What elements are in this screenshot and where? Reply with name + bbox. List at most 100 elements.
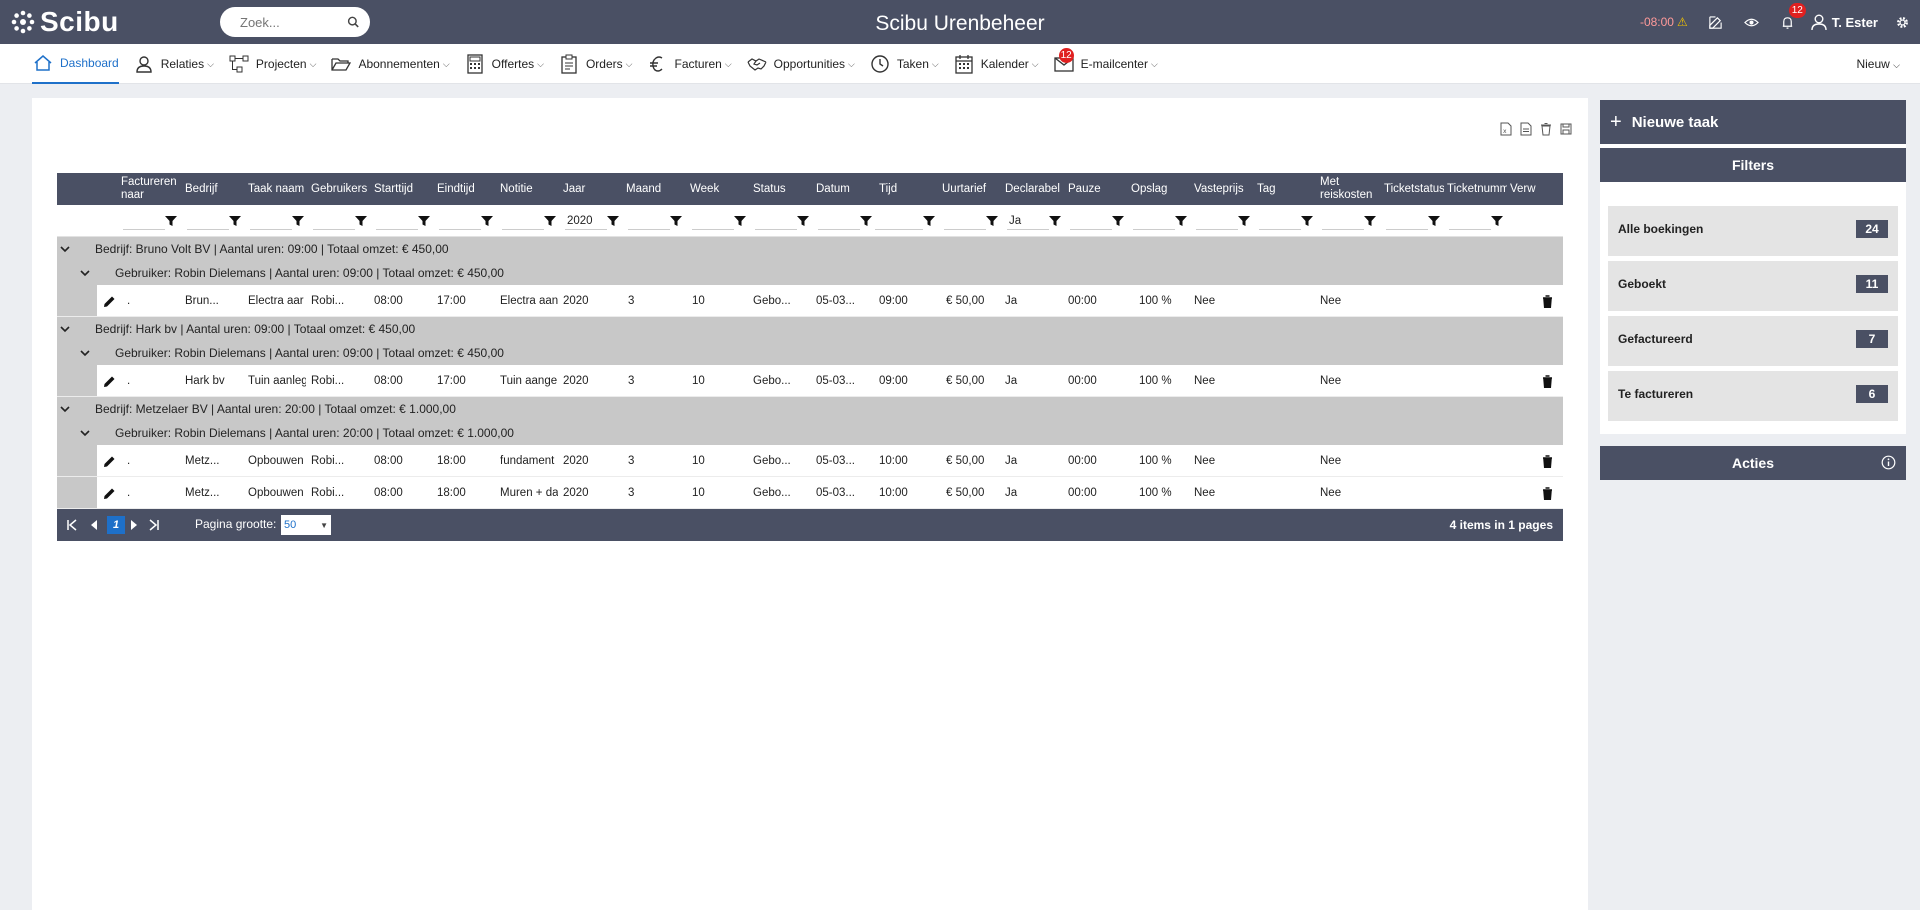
nav-item-taken[interactable]: Taken ⌵	[869, 44, 939, 84]
filter-value-input[interactable]: Ja	[1007, 212, 1049, 230]
group-row-user[interactable]: Gebruiker: Robin Dielemans | Aantal uren…	[57, 421, 1563, 445]
nav-item-e-mailcenter[interactable]: 12 E-mailcenter ⌵	[1053, 44, 1158, 84]
filter-icon[interactable]	[1301, 215, 1313, 227]
column-header-tijd[interactable]: Tijd	[879, 182, 898, 195]
filter-value-input[interactable]	[376, 212, 418, 230]
edit-icon[interactable]	[1698, 0, 1734, 44]
column-header-starttijd[interactable]: Starttijd	[374, 182, 413, 195]
filter-item-gefactureerd[interactable]: Gefactureerd 7	[1608, 316, 1898, 366]
chevron-down-icon[interactable]	[79, 347, 91, 359]
column-header-status[interactable]: Status	[753, 182, 786, 195]
filter-value-input[interactable]	[502, 212, 544, 230]
filter-icon[interactable]	[797, 215, 809, 227]
trash-icon[interactable]	[1541, 445, 1554, 477]
filter-icon[interactable]	[229, 215, 241, 227]
trash-icon[interactable]	[1541, 365, 1554, 397]
filter-value-input[interactable]	[123, 212, 165, 230]
filter-icon[interactable]	[165, 215, 177, 227]
column-header-factureren-naar[interactable]: Factureren naar	[121, 176, 177, 201]
trash-icon[interactable]	[1541, 477, 1554, 509]
export-pdf-icon[interactable]	[1520, 122, 1534, 136]
filter-icon[interactable]	[1364, 215, 1376, 227]
filter-icon[interactable]	[1112, 215, 1124, 227]
acties-header[interactable]: Acties	[1600, 446, 1906, 480]
filter-item-geboekt[interactable]: Geboekt 11	[1608, 261, 1898, 311]
column-header-bedrijf[interactable]: Bedrijf	[185, 182, 218, 195]
filter-icon[interactable]	[986, 215, 998, 227]
table-row[interactable]: . Metz... Opbouwen Robi... 08:00 18:00 Muren +…	[57, 477, 1563, 509]
new-menu[interactable]: Nieuw ⌵	[1856, 57, 1900, 71]
chevron-down-icon[interactable]	[59, 403, 71, 415]
filter-value-input[interactable]	[1196, 212, 1238, 230]
column-header-pauze[interactable]: Pauze	[1068, 182, 1101, 195]
filter-value-input[interactable]	[1133, 212, 1175, 230]
group-row-user[interactable]: Gebruiker: Robin Dielemans | Aantal uren…	[57, 261, 1563, 285]
filter-value-input[interactable]	[944, 212, 986, 230]
column-header-ticketstatus[interactable]: Ticketstatus	[1384, 182, 1444, 195]
filter-icon[interactable]	[355, 215, 367, 227]
filter-value-input[interactable]	[875, 212, 923, 230]
filter-value-input[interactable]	[439, 212, 481, 230]
filter-value-input[interactable]	[250, 212, 292, 230]
filter-value-input[interactable]	[1449, 212, 1491, 230]
filter-value-input[interactable]	[187, 212, 229, 230]
filter-icon[interactable]	[607, 215, 619, 227]
column-header-taak-naam[interactable]: Taak naam	[248, 182, 305, 195]
search-icon[interactable]	[347, 15, 360, 29]
page-size-select[interactable]: 50 ▼	[281, 515, 331, 535]
column-header-verw[interactable]: Verw	[1510, 182, 1536, 195]
pencil-icon[interactable]	[103, 285, 116, 317]
group-row-company[interactable]: Bedrijf: Metzelaer BV | Aantal uren: 20:…	[57, 397, 1563, 421]
filter-icon[interactable]	[544, 215, 556, 227]
table-row[interactable]: . Hark bv Tuin aanleg Robi... 08:00 17:00 Tuin…	[57, 365, 1563, 397]
filter-item-alle-boekingen[interactable]: Alle boekingen 24	[1608, 206, 1898, 256]
column-header-opslag[interactable]: Opslag	[1131, 182, 1168, 195]
filter-icon[interactable]	[734, 215, 746, 227]
filter-value-input[interactable]	[628, 212, 670, 230]
column-header-tag[interactable]: Tag	[1257, 182, 1276, 195]
filter-value-input[interactable]	[818, 212, 860, 230]
chevron-down-icon[interactable]	[59, 323, 71, 335]
chevron-down-icon[interactable]	[59, 243, 71, 255]
logo[interactable]: Scibu	[10, 6, 119, 38]
nav-item-facturen[interactable]: Facturen ⌵	[646, 44, 732, 84]
filter-value-input[interactable]	[1070, 212, 1112, 230]
first-page-icon[interactable]	[65, 517, 79, 533]
filter-icon[interactable]	[1428, 215, 1440, 227]
table-row[interactable]: . Metz... Opbouwen Robi... 08:00 18:00 fundame…	[57, 445, 1563, 477]
next-page-icon[interactable]	[127, 517, 141, 533]
column-header-uurtarief[interactable]: Uurtarief	[942, 182, 987, 195]
column-header-gebruikers[interactable]: Gebruikers	[311, 182, 368, 195]
table-row[interactable]: . Brun... Electra aar Robi... 08:00 17:00 Elec…	[57, 285, 1563, 317]
filter-item-te-factureren[interactable]: Te factureren 6	[1608, 371, 1898, 421]
column-header-declarabel[interactable]: Declarabel	[1005, 182, 1060, 195]
pencil-icon[interactable]	[103, 477, 116, 509]
nav-item-abonnementen[interactable]: Abonnementen ⌵	[330, 44, 450, 84]
filter-icon[interactable]	[1175, 215, 1187, 227]
eye-icon[interactable]	[1734, 0, 1770, 44]
filter-icon[interactable]	[860, 215, 872, 227]
export-excel-icon[interactable]: x	[1500, 122, 1514, 136]
column-header-met-reiskosten[interactable]: Met reiskosten	[1320, 176, 1373, 201]
gear-icon[interactable]	[1884, 0, 1920, 44]
column-header-maand[interactable]: Maand	[626, 182, 662, 195]
group-row-company[interactable]: Bedrijf: Hark bv | Aantal uren: 09:00 | …	[57, 317, 1563, 341]
group-row-user[interactable]: Gebruiker: Robin Dielemans | Aantal uren…	[57, 341, 1563, 365]
last-page-icon[interactable]	[147, 517, 161, 533]
column-header-datum[interactable]: Datum	[816, 182, 850, 195]
pencil-icon[interactable]	[103, 365, 116, 397]
filter-icon[interactable]	[1049, 215, 1061, 227]
delete-icon[interactable]	[1540, 122, 1554, 136]
column-header-ticketnummer[interactable]: Ticketnummer	[1447, 182, 1507, 195]
new-task-button[interactable]: + Nieuwe taak	[1600, 100, 1906, 148]
search-input[interactable]	[240, 14, 348, 30]
filter-icon[interactable]	[1238, 215, 1250, 227]
notifications-button[interactable]: 12	[1770, 0, 1806, 44]
group-row-company[interactable]: Bedrijf: Bruno Volt BV | Aantal uren: 09…	[57, 237, 1563, 261]
nav-item-kalender[interactable]: Kalender ⌵	[953, 44, 1039, 84]
filter-value-input[interactable]: 2020	[565, 212, 607, 230]
current-page[interactable]: 1	[107, 516, 125, 534]
nav-item-offertes[interactable]: Offertes ⌵	[464, 44, 544, 84]
timer[interactable]: -08:00 ⚠	[1640, 15, 1688, 29]
user-menu[interactable]: T. Ester	[1810, 13, 1878, 31]
